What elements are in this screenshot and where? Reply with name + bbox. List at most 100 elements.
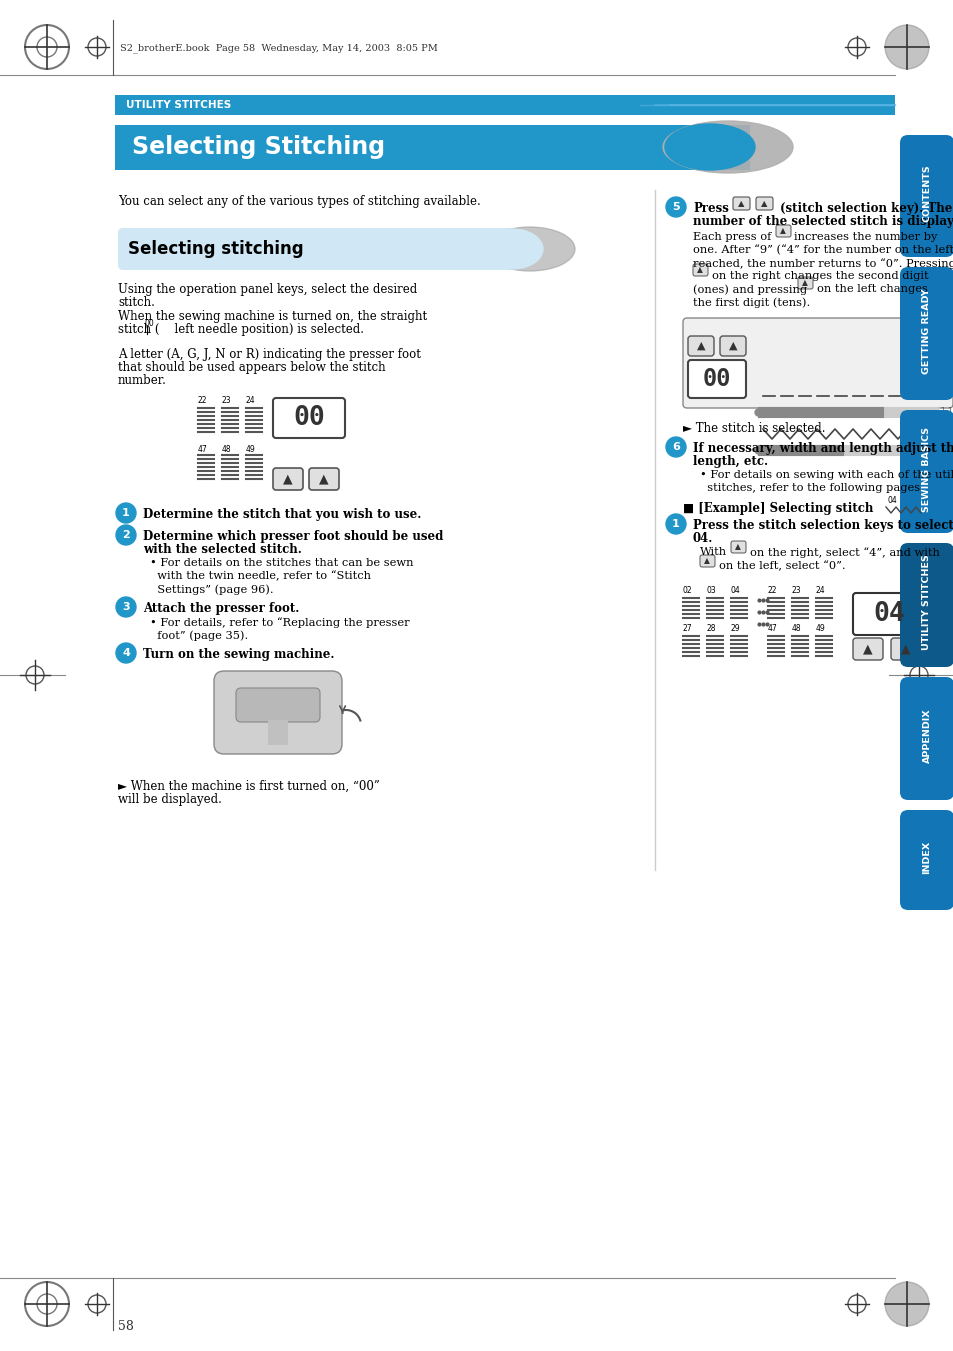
Circle shape — [884, 26, 928, 69]
Text: Settings” (page 96).: Settings” (page 96). — [150, 584, 274, 594]
Text: GETTING READY: GETTING READY — [922, 288, 930, 374]
Text: Attach the presser foot.: Attach the presser foot. — [143, 603, 299, 615]
FancyBboxPatch shape — [899, 677, 953, 800]
Text: will be displayed.: will be displayed. — [118, 793, 222, 807]
Text: ▲: ▲ — [697, 266, 702, 274]
FancyBboxPatch shape — [720, 336, 745, 357]
Text: with the twin needle, refer to “Stitch: with the twin needle, refer to “Stitch — [150, 571, 371, 581]
Bar — [115, 95, 894, 115]
FancyBboxPatch shape — [899, 267, 953, 400]
Text: 29: 29 — [730, 624, 740, 634]
Text: UTILITY STITCHES: UTILITY STITCHES — [126, 100, 231, 109]
FancyBboxPatch shape — [273, 399, 345, 438]
Text: 00: 00 — [702, 367, 731, 390]
Text: SEWING BASICS: SEWING BASICS — [922, 427, 930, 512]
Text: 23: 23 — [222, 396, 232, 405]
Text: 49: 49 — [246, 444, 255, 454]
Text: on the right, select “4”, and with: on the right, select “4”, and with — [749, 547, 939, 558]
Text: (stitch selection key). The: (stitch selection key). The — [780, 203, 951, 215]
FancyBboxPatch shape — [692, 263, 707, 276]
Text: ► The stitch is selected.: ► The stitch is selected. — [682, 422, 824, 435]
Text: Turn on the sewing machine.: Turn on the sewing machine. — [143, 648, 335, 661]
Text: ▲: ▲ — [801, 278, 807, 288]
FancyBboxPatch shape — [899, 811, 953, 911]
Text: 04.: 04. — [692, 532, 713, 544]
Text: ■ [Example] Selecting stitch: ■ [Example] Selecting stitch — [682, 503, 872, 515]
Text: stitch (    left needle position) is selected.: stitch ( left needle position) is select… — [118, 323, 364, 336]
Text: 23: 23 — [791, 586, 801, 594]
Circle shape — [665, 436, 685, 457]
FancyBboxPatch shape — [899, 135, 953, 257]
Text: 00: 00 — [293, 405, 325, 431]
Text: ▲: ▲ — [728, 340, 737, 351]
Text: Using the operation panel keys, select the desired: Using the operation panel keys, select t… — [118, 282, 416, 296]
FancyBboxPatch shape — [309, 467, 338, 490]
Bar — [268, 720, 288, 744]
Text: foot” (page 35).: foot” (page 35). — [150, 630, 248, 640]
FancyBboxPatch shape — [890, 638, 920, 661]
Circle shape — [665, 513, 685, 534]
Text: length, etc.: length, etc. — [692, 455, 767, 467]
Text: ▲: ▲ — [696, 340, 704, 351]
FancyBboxPatch shape — [235, 688, 319, 721]
Circle shape — [116, 503, 136, 523]
FancyBboxPatch shape — [755, 197, 772, 209]
Text: on the right changes the second digit: on the right changes the second digit — [711, 272, 927, 281]
Text: that should be used appears below the stitch: that should be used appears below the st… — [118, 361, 385, 374]
Text: ▲: ▲ — [901, 643, 910, 655]
Circle shape — [116, 597, 136, 617]
Text: Determine the stitch that you wish to use.: Determine the stitch that you wish to us… — [143, 508, 421, 521]
Text: APPENDIX: APPENDIX — [922, 709, 930, 763]
FancyBboxPatch shape — [852, 593, 924, 635]
Text: You can select any of the various types of stitching available.: You can select any of the various types … — [118, 195, 480, 208]
Circle shape — [665, 197, 685, 218]
Text: on the left changes: on the left changes — [816, 284, 927, 295]
Text: 3: 3 — [122, 603, 130, 612]
Ellipse shape — [484, 227, 575, 272]
FancyBboxPatch shape — [732, 197, 749, 209]
Circle shape — [116, 526, 136, 544]
Text: (ones) and pressing: (ones) and pressing — [692, 284, 806, 295]
Text: stitch.: stitch. — [118, 296, 154, 309]
FancyBboxPatch shape — [273, 467, 303, 490]
Text: 47: 47 — [767, 624, 777, 634]
Text: with the selected stitch.: with the selected stitch. — [143, 543, 301, 557]
FancyBboxPatch shape — [700, 555, 714, 567]
Text: 2: 2 — [122, 530, 130, 540]
Text: 47: 47 — [198, 444, 208, 454]
Text: ▲: ▲ — [862, 643, 872, 655]
Text: ▲: ▲ — [319, 473, 329, 485]
Text: number.: number. — [118, 374, 167, 386]
FancyBboxPatch shape — [687, 336, 713, 357]
Text: one. After “9” (“4” for the number on the left) is: one. After “9” (“4” for the number on th… — [692, 245, 953, 255]
Text: 48: 48 — [791, 624, 801, 634]
FancyBboxPatch shape — [852, 638, 882, 661]
FancyBboxPatch shape — [213, 671, 341, 754]
Text: Each press of: Each press of — [692, 232, 771, 242]
Bar — [115, 126, 749, 170]
Text: Press the stitch selection keys to select stitch: Press the stitch selection keys to selec… — [692, 519, 953, 532]
Text: 28: 28 — [706, 624, 716, 634]
FancyBboxPatch shape — [775, 226, 790, 236]
Text: 04: 04 — [887, 496, 897, 505]
Text: 1: 1 — [672, 519, 679, 530]
Ellipse shape — [480, 230, 542, 269]
Text: • For details on the stitches that can be sewn: • For details on the stitches that can b… — [150, 558, 413, 567]
Text: the first digit (tens).: the first digit (tens). — [692, 297, 809, 308]
Text: ► When the machine is first turned on, “00”: ► When the machine is first turned on, “… — [118, 780, 379, 793]
Text: Selecting stitching: Selecting stitching — [128, 240, 303, 258]
Text: Determine which presser foot should be used: Determine which presser foot should be u… — [143, 530, 443, 543]
FancyBboxPatch shape — [730, 540, 745, 553]
Text: 02: 02 — [682, 586, 692, 594]
FancyBboxPatch shape — [797, 277, 812, 289]
Text: stitches, refer to the following pages.: stitches, refer to the following pages. — [700, 484, 923, 493]
Text: number of the selected stitch is displayed.: number of the selected stitch is display… — [692, 215, 953, 228]
Text: 24: 24 — [815, 586, 824, 594]
Text: UTILITY STITCHES: UTILITY STITCHES — [922, 555, 930, 650]
Text: With: With — [700, 547, 726, 557]
FancyBboxPatch shape — [682, 317, 952, 408]
Ellipse shape — [664, 124, 754, 170]
Text: 03: 03 — [706, 586, 716, 594]
Text: reached, the number returns to “0”. Pressing: reached, the number returns to “0”. Pres… — [692, 258, 953, 269]
Text: ▲: ▲ — [760, 200, 767, 208]
